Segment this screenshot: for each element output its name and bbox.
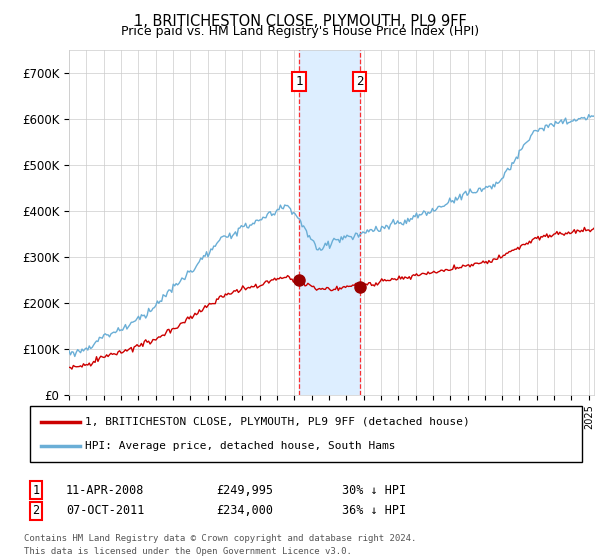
Text: 1: 1 (295, 75, 303, 88)
Text: £234,000: £234,000 (216, 504, 273, 517)
Text: HPI: Average price, detached house, South Hams: HPI: Average price, detached house, Sout… (85, 441, 396, 451)
Text: 11-APR-2008: 11-APR-2008 (66, 483, 145, 497)
Text: Price paid vs. HM Land Registry's House Price Index (HPI): Price paid vs. HM Land Registry's House … (121, 25, 479, 38)
Text: 2: 2 (32, 504, 40, 517)
Bar (299, 50, 359, 395)
Text: 36% ↓ HPI: 36% ↓ HPI (342, 504, 406, 517)
Text: This data is licensed under the Open Government Licence v3.0.: This data is licensed under the Open Gov… (24, 547, 352, 556)
Text: £249,995: £249,995 (216, 483, 273, 497)
Text: 1, BRITICHESTON CLOSE, PLYMOUTH, PL9 9FF (detached house): 1, BRITICHESTON CLOSE, PLYMOUTH, PL9 9FF… (85, 417, 470, 427)
FancyBboxPatch shape (30, 406, 582, 462)
Text: 30% ↓ HPI: 30% ↓ HPI (342, 483, 406, 497)
Text: 1: 1 (32, 483, 40, 497)
Text: 1, BRITICHESTON CLOSE, PLYMOUTH, PL9 9FF: 1, BRITICHESTON CLOSE, PLYMOUTH, PL9 9FF (134, 14, 466, 29)
Text: Contains HM Land Registry data © Crown copyright and database right 2024.: Contains HM Land Registry data © Crown c… (24, 534, 416, 543)
Text: 2: 2 (356, 75, 364, 88)
Text: 07-OCT-2011: 07-OCT-2011 (66, 504, 145, 517)
